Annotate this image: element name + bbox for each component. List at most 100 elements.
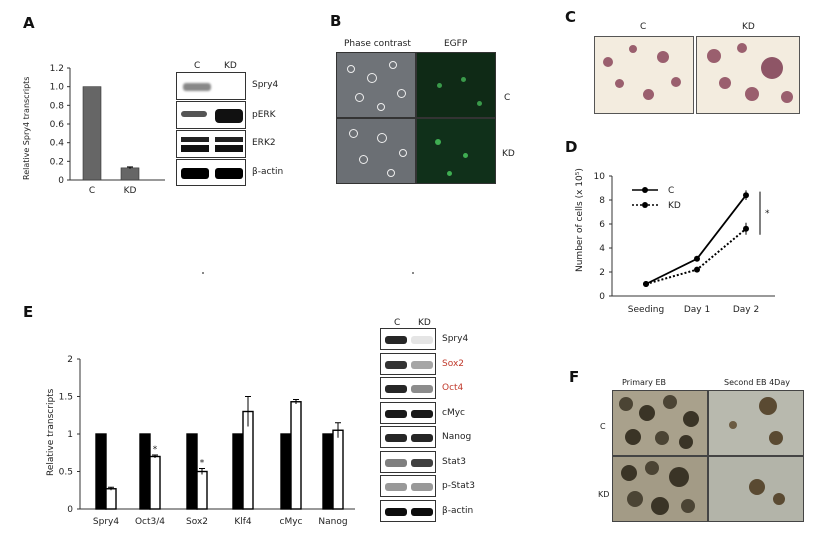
d-ytick-label: 2 <box>599 268 605 278</box>
a-ytick-label: 1.2 <box>50 64 64 74</box>
panel-f-eb-images: Primary EB Second EB 4Day C KD <box>596 378 806 526</box>
panel-f-row-kd: KD <box>598 490 610 499</box>
panel-label-e: E <box>23 303 34 321</box>
d-ytick-label: 0 <box>599 292 605 302</box>
blot-e-label: Stat3 <box>442 456 467 467</box>
blot-a-perk-band <box>176 101 246 129</box>
d-xtick-label: Day 1 <box>684 305 710 315</box>
panel-f-row-c: C <box>600 422 606 431</box>
e-bar-kd <box>290 401 302 510</box>
egfp-image-c <box>416 52 496 118</box>
blot-e-band-lane <box>411 458 433 467</box>
panel-f-header-primary: Primary EB <box>622 378 666 387</box>
e-bar-c <box>232 433 244 510</box>
blot-a-label-erk2: ERK2 <box>252 138 276 148</box>
a-ytick-label: 0.8 <box>50 101 65 111</box>
e-ytick-label: 1.5 <box>59 393 73 403</box>
blot-a-label-actin: β-actin <box>252 167 284 177</box>
blot-e-label: Nanog <box>442 432 472 442</box>
d-ytick-label: 4 <box>599 244 605 254</box>
blot-e-band-nanog <box>380 426 436 448</box>
blot-e-band-stat3 <box>380 450 436 473</box>
d-xtick-label: Seeding <box>628 305 664 315</box>
a-bar <box>82 86 102 181</box>
eb-second-c <box>708 390 804 456</box>
panel-label-c: C <box>565 8 577 26</box>
blot-a-lane-c: C <box>194 61 201 71</box>
e-bar-kd <box>105 488 117 510</box>
e-ytick-label: 0.5 <box>59 468 73 478</box>
e-ytick-label: 0 <box>67 505 73 515</box>
e-bar-c <box>186 433 198 510</box>
blot-e-band-lane <box>385 483 407 491</box>
colony-image-c <box>594 36 694 114</box>
egfp-image-kd <box>416 118 496 184</box>
blot-e-label: p-Stat3 <box>442 481 475 491</box>
panel-b-row-c: C <box>504 93 511 103</box>
panel-b-header-egfp: EGFP <box>444 39 468 49</box>
blot-e-band-cmyc <box>380 401 436 424</box>
panel-label-f: F <box>569 368 580 386</box>
panel-b-microscopy: Phase contrast EGFP C KD <box>336 39 536 185</box>
d-xtick-label: Day 2 <box>733 305 759 315</box>
e-xtick-label: cMyc <box>280 517 303 527</box>
blot-a-label-spry4: Spry4 <box>252 80 279 90</box>
e-bar-kd <box>196 470 208 510</box>
blot-e-lane-c: C <box>394 318 401 328</box>
e-sig-star: * <box>200 459 205 469</box>
d-point <box>743 225 749 232</box>
a-ytick-label: 0 <box>58 176 64 186</box>
e-bar-kd <box>149 455 161 510</box>
blot-e-band-lane <box>385 458 407 467</box>
panel-c-header-kd: KD <box>742 22 755 32</box>
phase-image-kd <box>336 118 416 184</box>
blot-e-label: Oct4 <box>442 383 464 393</box>
blot-a-actin-band <box>176 159 246 186</box>
panel-b-row-kd: KD <box>502 149 515 159</box>
blot-e-band-lane <box>385 360 407 369</box>
d-legend-label: C <box>668 186 674 196</box>
a-category-label: C <box>89 186 95 196</box>
e-bar-c <box>280 433 292 510</box>
blot-e-band-p-stat3 <box>380 475 436 497</box>
blot-a-erk2-band <box>176 130 246 158</box>
blot-e-band-lane <box>411 336 433 344</box>
blot-e-band-oct4 <box>380 377 436 399</box>
blot-e-label: Spry4 <box>442 334 469 344</box>
blot-e-band-lane <box>411 483 433 491</box>
phase-image-c <box>336 52 416 118</box>
panel-f-header-second: Second EB 4Day <box>724 378 790 387</box>
panel-c-header-c: C <box>640 22 647 32</box>
panel-a-western-blot: C KD Spry4 pERK ERK2 β-actin <box>176 58 286 186</box>
panel-label-a: A <box>23 14 35 32</box>
e-xtick-label: Oct3/4 <box>135 517 165 527</box>
e-xtick-label: Nanog <box>318 517 347 527</box>
blot-e-band-sox2 <box>380 352 436 375</box>
e-xtick-label: Sox2 <box>186 517 208 527</box>
e-bar-c <box>95 433 107 510</box>
a-ytick-label: 0.2 <box>50 157 64 167</box>
blot-e-band-lane <box>411 507 433 516</box>
e-ytick-label: 2 <box>67 355 73 365</box>
blot-e-label: Sox2 <box>442 358 464 369</box>
panel-e-ylabel: Relative transcripts <box>46 388 56 476</box>
a-ytick-label: 0.6 <box>50 120 65 130</box>
blot-e-band-lane <box>385 336 407 344</box>
d-point <box>694 255 700 262</box>
blot-e-label: β-actin <box>442 505 474 516</box>
eb-second-kd <box>708 456 804 522</box>
stray-dot <box>412 272 414 274</box>
eb-primary-kd <box>612 456 708 522</box>
colony-image-kd <box>696 36 800 114</box>
e-xtick-label: Spry4 <box>93 517 119 527</box>
d-point <box>694 266 700 273</box>
d-sig-star: * <box>765 209 770 219</box>
panel-c-colonies: C KD <box>594 22 804 114</box>
blot-e-band-lane <box>411 360 433 369</box>
blot-a-label-perk: pERK <box>252 110 276 120</box>
eb-primary-c <box>612 390 708 456</box>
e-sig-star: * <box>153 445 158 455</box>
